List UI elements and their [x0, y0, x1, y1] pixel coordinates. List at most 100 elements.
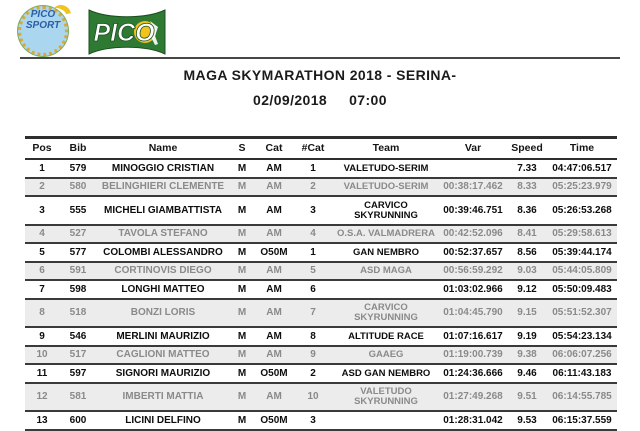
cell-category: AM: [255, 224, 293, 244]
col-header-bib: Bib: [59, 136, 97, 160]
cell-speed: 9.03: [507, 261, 547, 281]
cell-bib: 597: [59, 364, 97, 384]
cell-category-rank: 3: [293, 411, 333, 431]
cell-team: GAN NEMBRO: [333, 243, 439, 263]
logo-runner-icon: [150, 21, 158, 45]
cell-var: [439, 159, 507, 179]
col-header-pos: Pos: [25, 136, 59, 160]
cell-team: ALTITUDE RACE: [333, 327, 439, 347]
cell-name: LONGHI MATTEO: [97, 280, 229, 300]
cell-category: O50M: [255, 411, 293, 431]
col-header-speed: Speed: [507, 136, 547, 160]
cell-name: CORTINOVIS DIEGO: [97, 261, 229, 281]
cell-pos: 1: [25, 159, 59, 179]
cell-name: IMBERTI MATTIA: [97, 382, 229, 412]
cell-bib: 591: [59, 261, 97, 281]
cell-time: 04:47:06.517: [547, 159, 617, 179]
cell-var: 01:27:49.268: [439, 382, 507, 412]
cell-team: CARVICO SKYRUNNING: [333, 298, 439, 328]
cell-pos: 12: [25, 382, 59, 412]
cell-sex: M: [229, 345, 255, 365]
cell-speed: 8.33: [507, 177, 547, 197]
table-row: 12 581 IMBERTI MATTIA M AM 10 VALETUDO S…: [25, 382, 617, 412]
cell-speed: 8.56: [507, 243, 547, 263]
cell-name: LICINI DELFINO: [97, 411, 229, 431]
cell-var: 01:03:02.966: [439, 280, 507, 300]
table-row: 10 517 CAGLIONI MATTEO M AM 9 GAAEG 01:1…: [25, 345, 617, 365]
cell-bib: 546: [59, 327, 97, 347]
cell-sex: M: [229, 243, 255, 263]
cell-sex: M: [229, 411, 255, 431]
cell-pos: 2: [25, 177, 59, 197]
pico-logo: PICO: [88, 9, 166, 55]
cell-pos: 8: [25, 298, 59, 328]
col-header-time: Time: [547, 136, 617, 160]
col-header-team: Team: [333, 136, 439, 160]
cell-category: AM: [255, 345, 293, 365]
cell-category-rank: 1: [293, 159, 333, 179]
cell-pos: 11: [25, 364, 59, 384]
cell-category-rank: 1: [293, 243, 333, 263]
cell-category-rank: 9: [293, 345, 333, 365]
cell-team: [333, 280, 439, 300]
logo-sun-icon: [134, 21, 156, 43]
cell-var: 00:42:52.096: [439, 224, 507, 244]
table-row: 2 580 BELINGHIERI CLEMENTE M AM 2 VALETU…: [25, 177, 617, 197]
cell-var: 00:39:46.751: [439, 196, 507, 226]
cell-pos: 10: [25, 345, 59, 365]
cell-team: [333, 411, 439, 431]
cell-sex: M: [229, 364, 255, 384]
cell-var: 01:07:16.617: [439, 327, 507, 347]
event-datetime: 02/09/2018 07:00: [0, 92, 640, 108]
cell-bib: 527: [59, 224, 97, 244]
cell-category-rank: 4: [293, 224, 333, 244]
cell-time: 05:44:05.809: [547, 261, 617, 281]
cell-time: 06:15:37.559: [547, 411, 617, 431]
table-row: 6 591 CORTINOVIS DIEGO M AM 5 ASD MAGA 0…: [25, 261, 617, 281]
cell-bib: 577: [59, 243, 97, 263]
event-title: MAGA SKYMARATHON 2018 - SERINA-: [183, 67, 457, 83]
cell-team: ASD MAGA: [333, 261, 439, 281]
cell-name: CAGLIONI MATTEO: [97, 345, 229, 365]
event-date: 02/09/2018: [253, 92, 328, 108]
cell-category: AM: [255, 177, 293, 197]
cell-time: 05:54:23.134: [547, 327, 617, 347]
cell-speed: 8.41: [507, 224, 547, 244]
cell-name: MINOGGIO CRISTIAN: [97, 159, 229, 179]
cell-category-rank: 8: [293, 327, 333, 347]
event-start-time: 07:00: [349, 92, 387, 108]
cell-category-rank: 5: [293, 261, 333, 281]
cell-time: 05:26:53.268: [547, 196, 617, 226]
col-header-cat: Cat: [255, 136, 293, 160]
cell-sex: M: [229, 159, 255, 179]
cell-bib: 598: [59, 280, 97, 300]
pico-sport-logo-text-2: SPORT: [25, 20, 61, 31]
cell-name: MICHELI GIAMBATTISTA: [97, 196, 229, 226]
cell-name: MERLINI MAURIZIO: [97, 327, 229, 347]
cell-sex: M: [229, 261, 255, 281]
cell-var: 01:19:00.739: [439, 345, 507, 365]
cell-speed: 9.51: [507, 382, 547, 412]
cell-time: 05:29:58.613: [547, 224, 617, 244]
cell-category: AM: [255, 280, 293, 300]
cell-speed: 9.38: [507, 345, 547, 365]
cell-pos: 4: [25, 224, 59, 244]
cell-category: AM: [255, 196, 293, 226]
cell-sex: M: [229, 382, 255, 412]
table-row: 13 600 LICINI DELFINO M O50M 3 01:28:31.…: [25, 411, 617, 431]
cell-category: AM: [255, 261, 293, 281]
cell-bib: 580: [59, 177, 97, 197]
cell-time: 05:25:23.979: [547, 177, 617, 197]
cell-category: AM: [255, 298, 293, 328]
cell-bib: 579: [59, 159, 97, 179]
cell-speed: 9.12: [507, 280, 547, 300]
cell-var: 01:28:31.042: [439, 411, 507, 431]
cell-category: O50M: [255, 243, 293, 263]
results-table-body: 1 579 MINOGGIO CRISTIAN M AM 1 VALETUDO-…: [25, 159, 617, 431]
cell-category: O50M: [255, 364, 293, 384]
cell-name: COLOMBI ALESSANDRO: [97, 243, 229, 263]
cell-team: VALETUDO-SERIM: [333, 159, 439, 179]
table-row: 7 598 LONGHI MATTEO M AM 6 01:03:02.966 …: [25, 280, 617, 300]
cell-category-rank: 10: [293, 382, 333, 412]
header-divider: [20, 57, 620, 59]
